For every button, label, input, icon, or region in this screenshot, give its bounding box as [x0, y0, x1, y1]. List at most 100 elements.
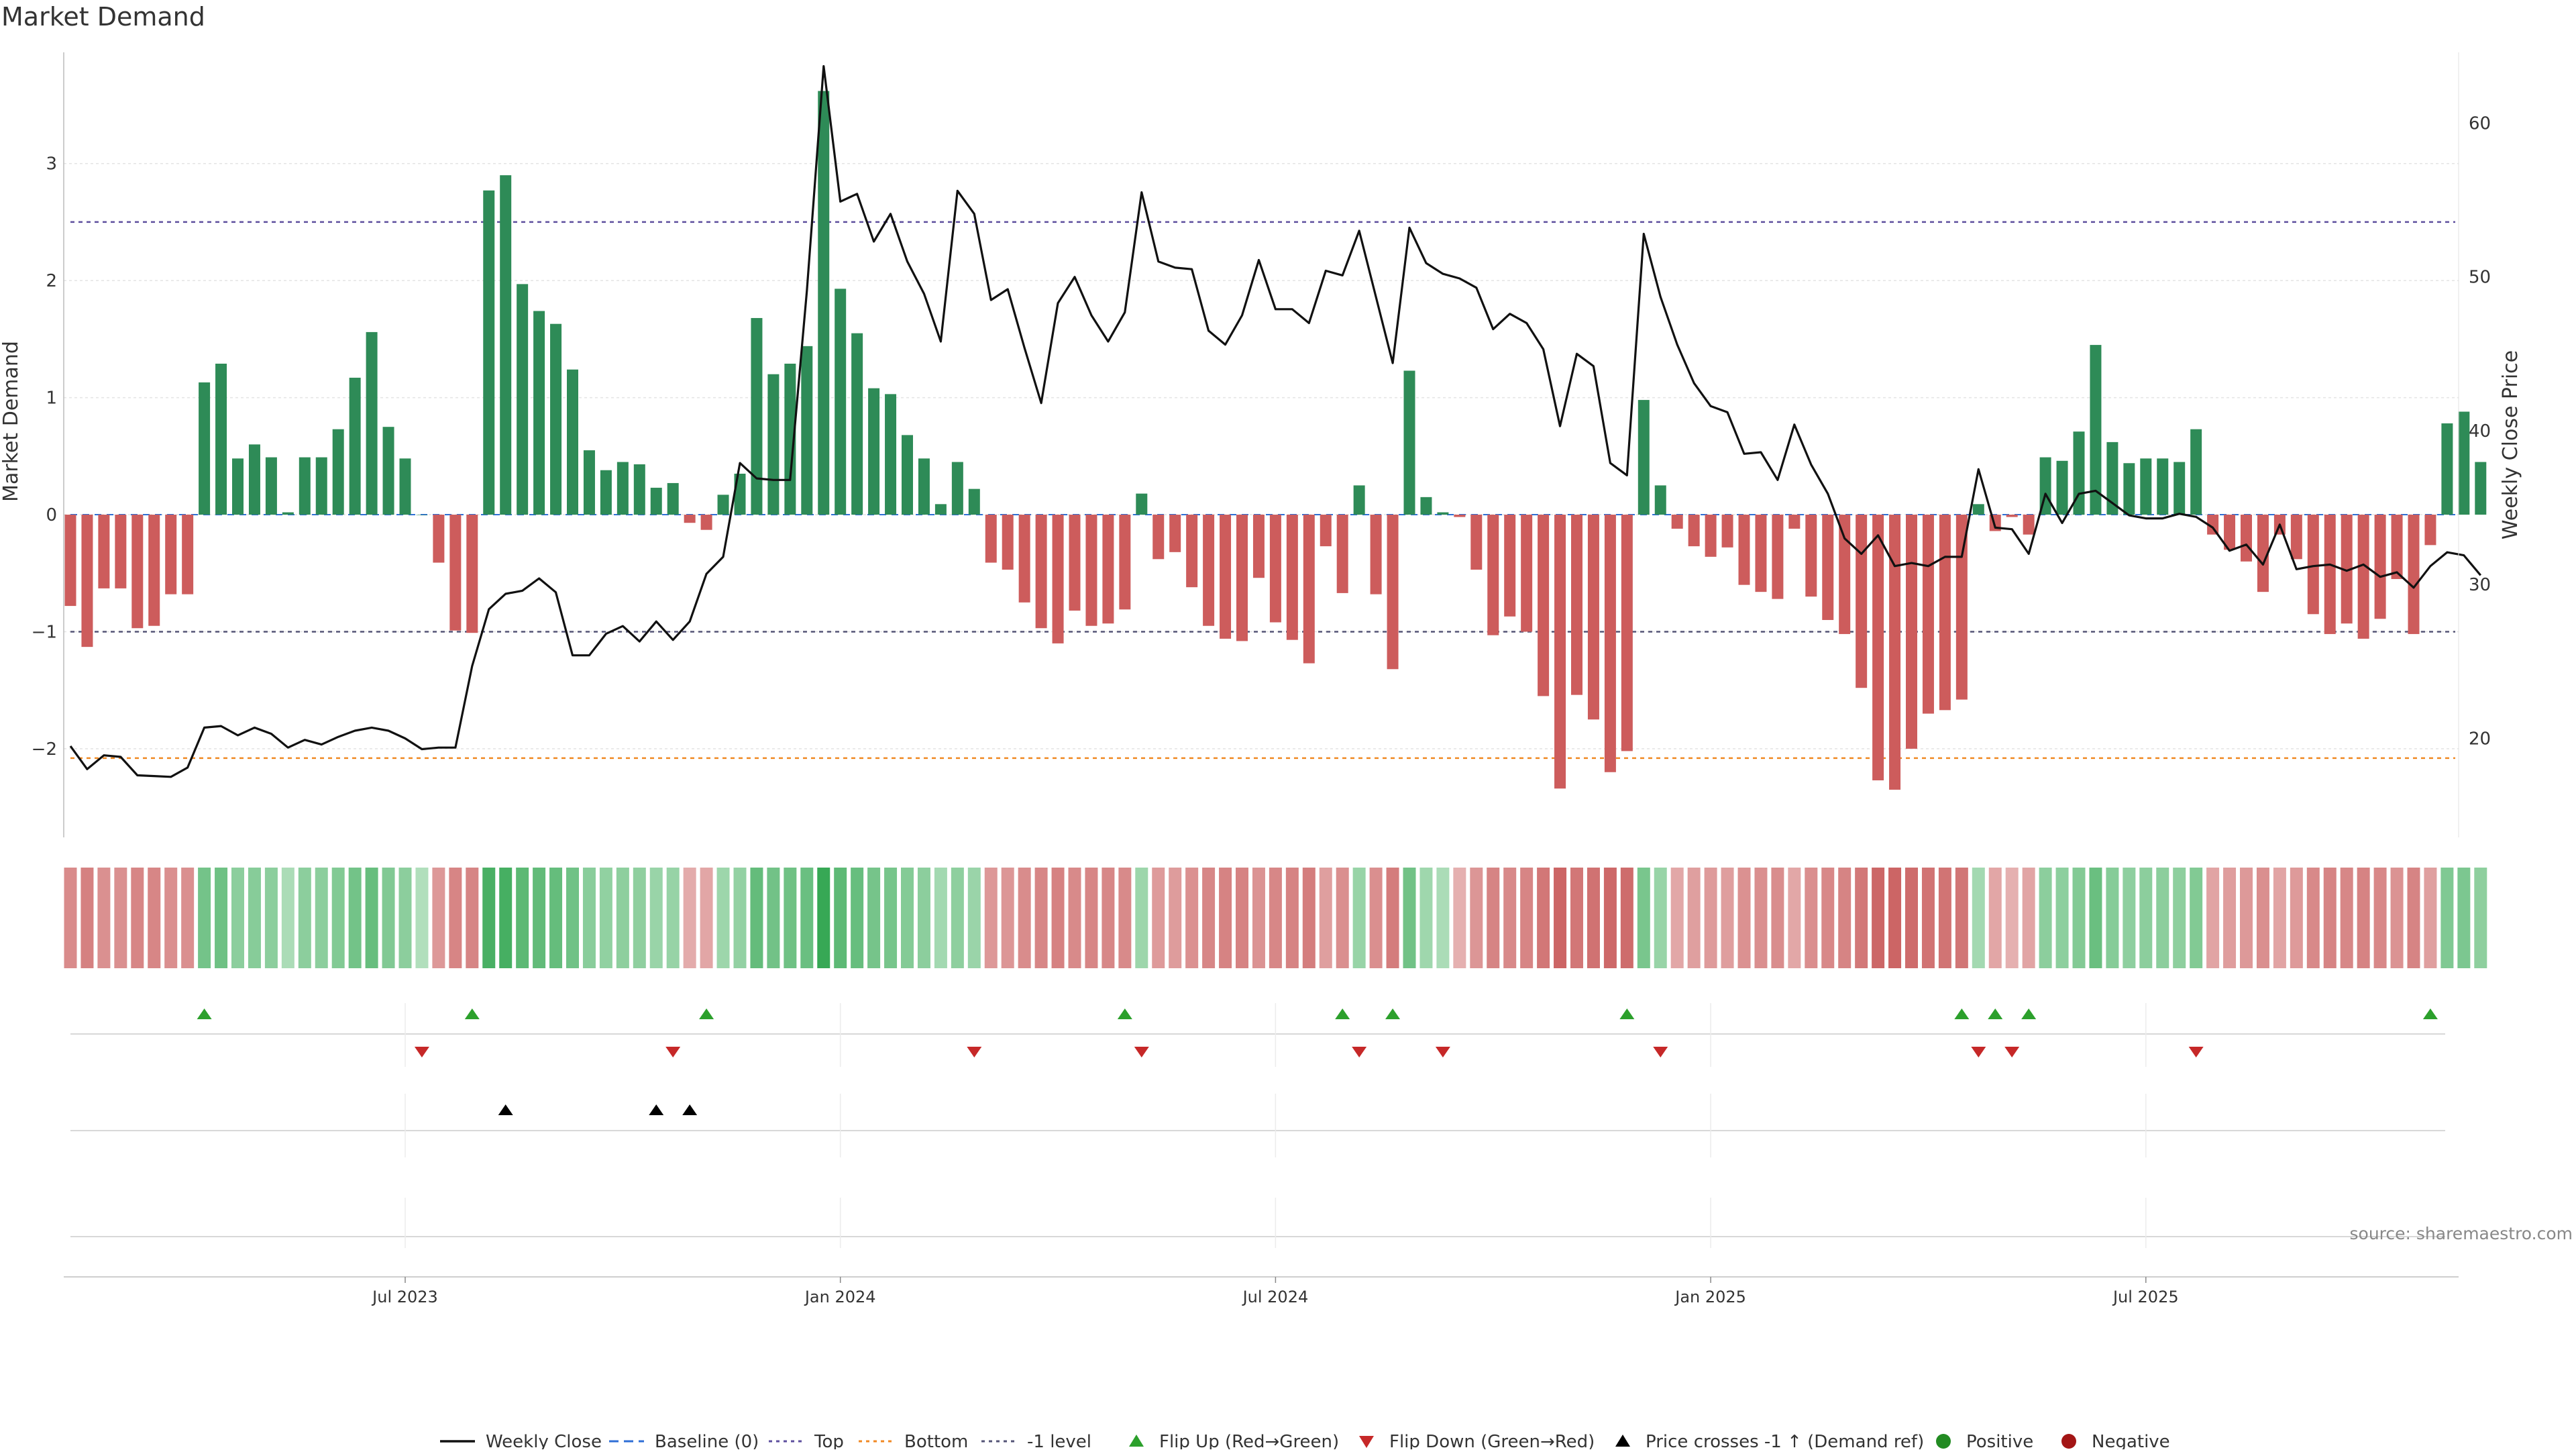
demand-bar — [1587, 515, 1599, 720]
demand-bar — [1638, 400, 1650, 515]
demand-bar — [332, 429, 344, 515]
heat-strip-cell — [2022, 868, 2035, 968]
demand-bar — [2357, 515, 2369, 639]
heat-strip-cell — [516, 868, 529, 968]
demand-bar — [918, 458, 930, 515]
weekly-close-line — [69, 64, 2482, 778]
heat-strip-cell — [2005, 868, 2019, 968]
heat-strip-cell — [1018, 868, 1031, 968]
heat-strip-cell — [1821, 868, 1835, 968]
x-tick-label: Jan 2025 — [1674, 1288, 1746, 1306]
legend-symbol — [1129, 1435, 1144, 1447]
heat-strip-cell — [298, 868, 311, 968]
demand-bar — [1336, 515, 1348, 593]
source-note: source: sharemaestro.com — [2350, 1224, 2573, 1243]
legend-label: Price crosses -1 ↑ (Demand ref) — [1646, 1432, 1924, 1449]
demand-bar — [1939, 515, 1951, 711]
heat-strip-cell — [549, 868, 563, 968]
flip-down-marker — [2004, 1047, 2020, 1057]
heat-strip-cell — [616, 868, 629, 968]
y2-tick-label: 60 — [2469, 113, 2491, 134]
flip-down-marker — [1352, 1047, 1367, 1057]
heat-strip-cell — [2440, 868, 2454, 968]
demand-bar — [684, 515, 696, 523]
heat-strip-cell — [2340, 868, 2353, 968]
demand-bar — [2408, 515, 2420, 634]
demand-bar — [985, 515, 997, 563]
heat-strip-cell — [2457, 868, 2471, 968]
demand-bar — [2324, 515, 2336, 634]
demand-bar — [2374, 515, 2386, 619]
price-cross-marker — [498, 1104, 513, 1115]
demand-bar — [1152, 515, 1165, 560]
heat-strip-cell — [2072, 868, 2086, 968]
heat-strip-cell — [2190, 868, 2203, 968]
heat-strip-cell — [1236, 868, 1248, 968]
demand-bar — [1571, 515, 1582, 695]
heat-strip-cell — [315, 868, 328, 968]
demand-bar — [2224, 515, 2236, 550]
axes: −2 −1 0 1 2 3 20 30 40 50 60 Market Demand Weekly Cl… — [0, 52, 2522, 837]
heat-strip-cell — [2290, 868, 2303, 968]
demand-bar — [835, 289, 847, 515]
demand-bar — [1521, 515, 1533, 632]
demand-bar — [1052, 515, 1064, 643]
demand-bar — [1955, 515, 1968, 700]
demand-bar — [1654, 485, 1666, 515]
heat-strip-cell — [482, 868, 496, 968]
demand-bar — [1504, 515, 1516, 617]
demand-bar — [148, 515, 160, 626]
heat-strip-cell — [2156, 868, 2169, 968]
demand-bar — [1805, 515, 1817, 597]
demand-bar — [2391, 515, 2403, 579]
flip-up-marker — [1385, 1008, 1401, 1019]
legend-label: Bottom — [904, 1432, 968, 1449]
heat-strip-cell — [1001, 868, 1014, 968]
heat-strip-cell — [1419, 868, 1433, 968]
demand-bar — [600, 470, 612, 515]
demand-bar — [1403, 370, 1415, 515]
legend-label: Negative — [2092, 1432, 2170, 1449]
heat-strip-cell — [1403, 868, 1416, 968]
heat-strip-cell — [1587, 868, 1600, 968]
y2-tick-label: 20 — [2469, 729, 2491, 749]
demand-bar — [366, 331, 378, 515]
demand-bar — [583, 450, 595, 515]
heat-strip-cell — [1336, 868, 1349, 968]
heat-strip-cell — [867, 868, 881, 968]
heat-strip-cell — [1654, 868, 1667, 968]
demand-bar — [1856, 515, 1868, 688]
heat-strip-cell — [1637, 868, 1650, 968]
demand-bar — [1203, 515, 1215, 626]
legend-symbol — [1615, 1435, 1630, 1447]
demand-bar — [1370, 515, 1382, 594]
x-tick-label: Jul 2024 — [1242, 1288, 1309, 1306]
flip-down-marker — [1653, 1047, 1668, 1057]
heat-strip-cell — [1888, 868, 1902, 968]
demand-bar — [700, 515, 712, 530]
heat-strip-cell — [2357, 868, 2370, 968]
legend-symbol — [1359, 1436, 1374, 1448]
heat-strip-cell — [1185, 868, 1199, 968]
heat-strip-cell — [566, 868, 579, 968]
demand-bar — [81, 515, 93, 647]
flip-down-marker — [665, 1047, 681, 1057]
demand-bar — [1252, 515, 1265, 578]
y-tick-label: −2 — [32, 739, 57, 760]
demand-bar — [1705, 515, 1717, 557]
heat-strip-cell — [1369, 868, 1383, 968]
heat-strip-cell — [984, 868, 998, 968]
heat-strip-cell — [683, 868, 696, 968]
demand-bar — [131, 515, 144, 629]
heat-strip-cell — [164, 868, 178, 968]
heat-strip-cell — [1620, 868, 1633, 968]
demand-bar — [1236, 515, 1248, 641]
heat-strip-cell — [1788, 868, 1801, 968]
heat-strip-cell — [2424, 868, 2437, 968]
heat-strip-cell — [1352, 868, 1366, 968]
demand-bar — [1554, 515, 1566, 789]
heat-strip-cell — [817, 868, 830, 968]
heat-strip-cell — [1988, 868, 2002, 968]
demand-bar — [2023, 515, 2035, 535]
y-tick-label: −1 — [32, 622, 57, 642]
